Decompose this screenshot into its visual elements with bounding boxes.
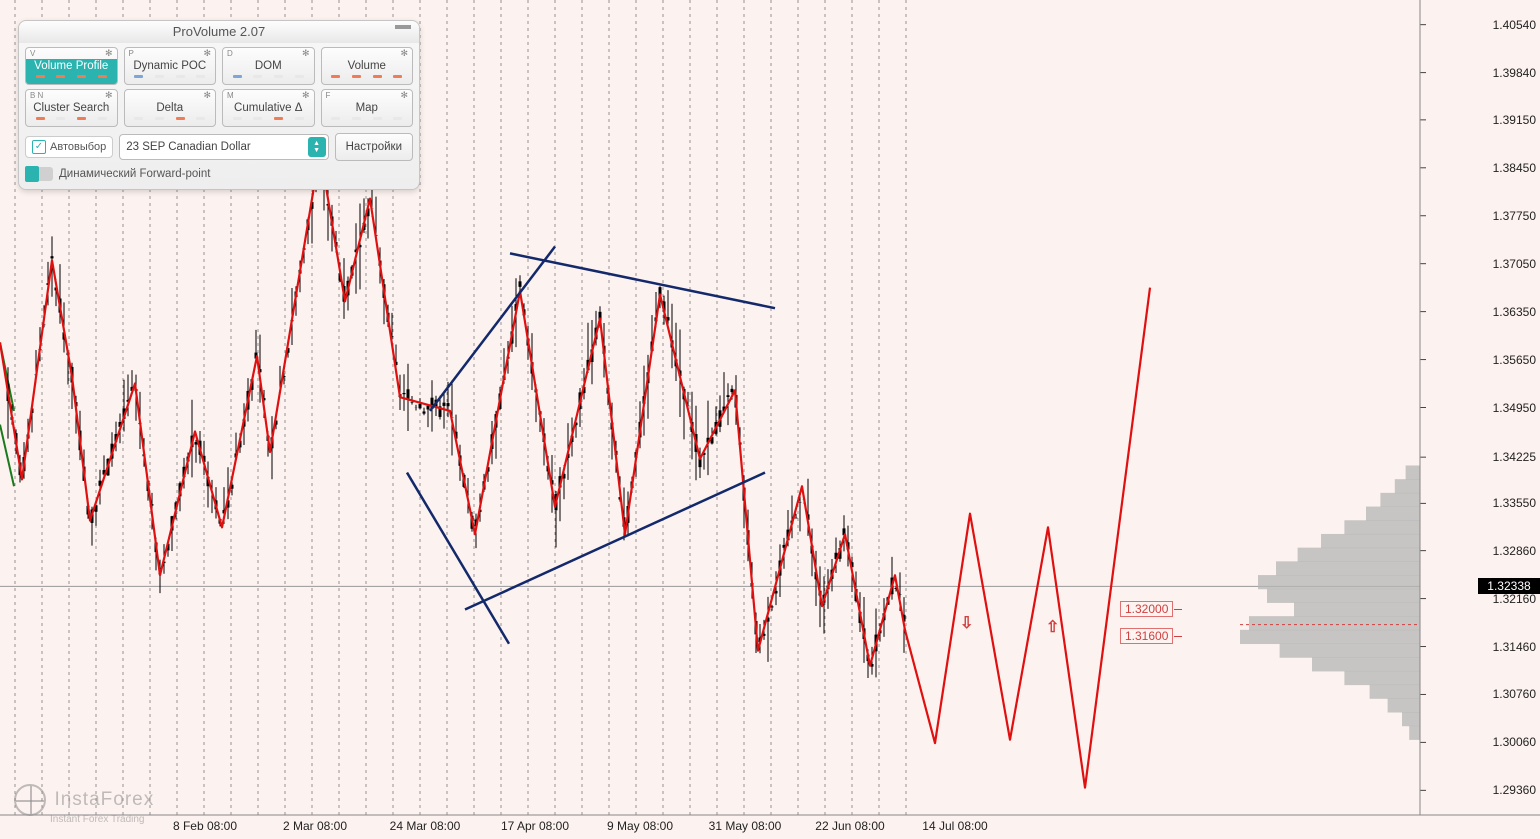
y-tick-label: 1.30060 (1493, 735, 1536, 749)
minimize-icon[interactable] (395, 25, 411, 29)
x-tick-label: 2 Mar 08:00 (283, 819, 347, 833)
panel-button-row-1: V✻Volume ProfileP✻Dynamic POCD✻DOM✻Volum… (19, 43, 419, 85)
auto-select-label: Автовыбор (50, 141, 106, 153)
watermark-brand: InstaForex (54, 789, 154, 810)
panel-title-text: ProVolume 2.07 (173, 24, 266, 39)
x-tick-label: 9 May 08:00 (607, 819, 673, 833)
y-tick-label: 1.34225 (1493, 450, 1536, 464)
x-tick-label: 24 Mar 08:00 (390, 819, 461, 833)
provolume-panel[interactable]: ProVolume 2.07 V✻Volume ProfileP✻Dynamic… (18, 20, 420, 190)
dropdown-arrows-icon: ▲▼ (308, 137, 326, 157)
row1-btn-2[interactable]: D✻DOM (222, 47, 315, 85)
gear-icon[interactable]: ✻ (302, 48, 310, 59)
panel-row-4: Динамический Forward-point (19, 167, 419, 189)
gear-icon[interactable]: ✻ (203, 90, 211, 101)
gear-icon[interactable]: ✻ (105, 90, 113, 101)
x-tick-label: 22 Jun 08:00 (815, 819, 884, 833)
panel-title-bar[interactable]: ProVolume 2.07 (19, 21, 419, 43)
settings-button[interactable]: Настройки (335, 133, 413, 161)
y-tick-label: 1.39150 (1493, 113, 1536, 127)
forward-point-label: Динамический Forward-point (59, 168, 210, 180)
row2-btn-2[interactable]: M✻Cumulative Δ (222, 89, 315, 127)
y-tick-label: 1.31460 (1493, 640, 1536, 654)
check-icon: ✓ (32, 140, 46, 154)
y-axis: 1.40540 1.39840 1.39150 1.38450 1.37750 1.370… (1478, 0, 1540, 839)
panel-button-row-2: B N✻Cluster Search✻DeltaM✻Cumulative ΔF✻… (19, 85, 419, 127)
y-tick-label: 1.36350 (1493, 305, 1536, 319)
y-tick-label: 1.29360 (1493, 783, 1536, 797)
row2-btn-1[interactable]: ✻Delta (124, 89, 217, 127)
gear-icon[interactable]: ✻ (105, 48, 113, 59)
x-tick-label: 8 Feb 08:00 (173, 819, 237, 833)
up-arrow-icon: ⇧ (1046, 617, 1059, 637)
dropdown-value: 23 SEP Canadian Dollar (126, 141, 250, 153)
y-tick-label: 1.33550 (1493, 496, 1536, 510)
gear-icon[interactable]: ✻ (400, 48, 408, 59)
price-level-box: 1.31600 (1120, 628, 1173, 644)
contract-dropdown[interactable]: 23 SEP Canadian Dollar ▲▼ (119, 134, 328, 160)
y-tick-label: 1.37750 (1493, 209, 1536, 223)
y-tick-label: 1.34950 (1493, 401, 1536, 415)
row1-btn-0[interactable]: V✻Volume Profile (25, 47, 118, 85)
auto-select-checkbox[interactable]: ✓ Автовыбор (25, 136, 113, 158)
row2-btn-3[interactable]: F✻Map (321, 89, 414, 127)
y-tick-label: 1.37050 (1493, 257, 1536, 271)
gear-icon[interactable]: ✻ (400, 90, 408, 101)
row1-btn-3[interactable]: ✻Volume (321, 47, 414, 85)
globe-icon (14, 784, 46, 816)
y-tick-label: 1.38450 (1493, 161, 1536, 175)
y-tick-label: 1.40540 (1493, 18, 1536, 32)
watermark-tagline: Instant Forex Trading (50, 814, 154, 825)
panel-row-3: ✓ Автовыбор 23 SEP Canadian Dollar ▲▼ На… (19, 127, 419, 167)
y-tick-label: 1.32860 (1493, 544, 1536, 558)
gear-icon[interactable]: ✻ (302, 90, 310, 101)
instaforex-watermark: InstaForex Instant Forex Trading (14, 784, 154, 825)
x-tick-label: 14 Jul 08:00 (922, 819, 987, 833)
y-tick-label: 1.35650 (1493, 353, 1536, 367)
y-tick-label: 1.30760 (1493, 687, 1536, 701)
forward-point-toggle[interactable] (25, 167, 53, 181)
row1-btn-1[interactable]: P✻Dynamic POC (124, 47, 217, 85)
row2-btn-0[interactable]: B N✻Cluster Search (25, 89, 118, 127)
x-tick-label: 17 Apr 08:00 (501, 819, 569, 833)
price-level-box: 1.32000 (1120, 601, 1173, 617)
x-tick-label: 31 May 08:00 (709, 819, 782, 833)
current-price-label: 1.32338 (1478, 578, 1540, 594)
y-tick-label: 1.39840 (1493, 66, 1536, 80)
down-arrow-icon: ⇩ (960, 613, 973, 633)
gear-icon[interactable]: ✻ (203, 48, 211, 59)
